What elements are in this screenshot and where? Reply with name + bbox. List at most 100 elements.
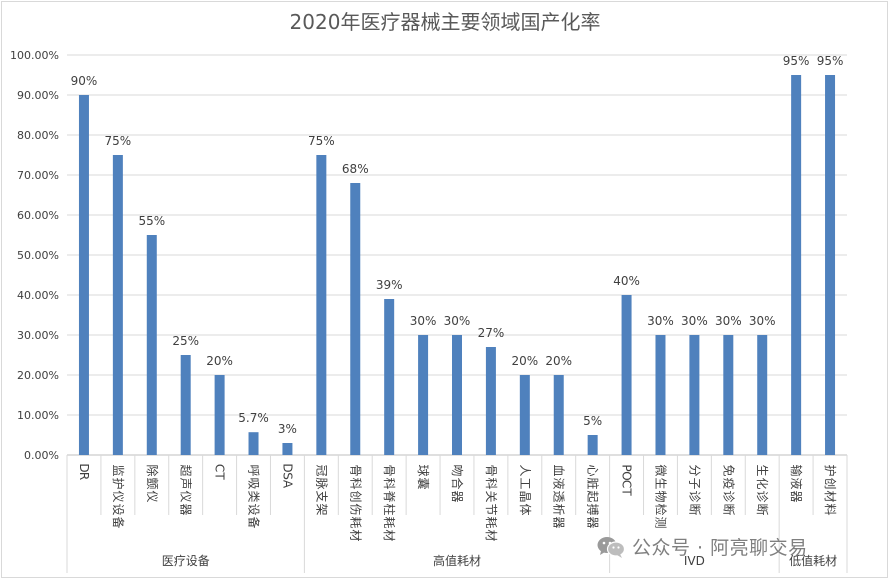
y-tick-label: 50.00% — [17, 249, 59, 262]
svg-text:心: 心 — [586, 464, 600, 476]
svg-text:耗: 耗 — [484, 516, 498, 528]
svg-text:T: T — [620, 487, 634, 496]
svg-text:诊: 诊 — [687, 490, 701, 502]
y-axis-ticks: 0.00% 10.00% 20.00% 30.00% 40.00% 50.00% 60.00… — [10, 49, 59, 462]
svg-text:器: 器 — [450, 490, 464, 502]
bar — [689, 335, 700, 455]
svg-text:冠: 冠 — [314, 464, 328, 476]
bar — [553, 375, 564, 455]
watermark: 公众号 · 阿亮聊交易 — [596, 533, 808, 560]
svg-text:关: 关 — [484, 490, 498, 502]
svg-text:备: 备 — [247, 516, 261, 528]
svg-text:骨: 骨 — [484, 464, 498, 476]
svg-text:球: 球 — [416, 464, 430, 476]
svg-text:体: 体 — [518, 503, 532, 515]
data-label: 20% — [545, 354, 572, 368]
svg-text:骨: 骨 — [348, 464, 362, 476]
svg-text:仪: 仪 — [111, 490, 125, 502]
svg-text:仪: 仪 — [179, 490, 193, 502]
svg-text:吻: 吻 — [450, 464, 464, 476]
svg-text:设: 设 — [247, 503, 261, 515]
y-tick-label: 60.00% — [17, 209, 59, 222]
svg-text:材: 材 — [484, 529, 498, 541]
svg-text:S: S — [280, 472, 294, 480]
svg-text:C: C — [620, 480, 634, 488]
x-category-label: 吻合器 — [450, 464, 465, 502]
svg-text:分: 分 — [687, 464, 701, 476]
bar — [791, 75, 802, 455]
x-category-label: DR — [77, 463, 91, 480]
data-label: 27% — [478, 326, 505, 340]
svg-text:科: 科 — [382, 477, 396, 489]
svg-text:耗: 耗 — [382, 516, 396, 528]
svg-text:科: 科 — [348, 477, 362, 489]
svg-text:T: T — [213, 471, 227, 480]
svg-text:材: 材 — [348, 529, 362, 541]
svg-text:合: 合 — [450, 477, 465, 489]
bar — [180, 355, 191, 455]
bar — [452, 335, 462, 455]
svg-text:搏: 搏 — [586, 503, 600, 515]
group-label: 低值耗材 — [789, 553, 837, 568]
group-label: 高值耗材 — [433, 553, 481, 568]
svg-text:透: 透 — [552, 490, 566, 502]
data-label: 39% — [376, 278, 403, 292]
data-label: 75% — [308, 134, 335, 148]
svg-text:疫: 疫 — [721, 477, 736, 489]
data-label: 30% — [444, 314, 471, 328]
x-category-label: 输液器 — [789, 464, 804, 502]
x-axis-groups: 医疗设备 高值耗材 IVD 低值耗材 — [66, 515, 848, 573]
svg-text:输: 输 — [789, 464, 804, 476]
y-tick-label: 30.00% — [17, 329, 59, 342]
svg-text:器: 器 — [552, 516, 566, 528]
svg-text:诊: 诊 — [721, 490, 735, 502]
bar — [485, 347, 496, 455]
svg-text:创: 创 — [348, 490, 362, 502]
svg-text:料: 料 — [823, 503, 837, 515]
svg-text:人: 人 — [518, 464, 532, 476]
data-label: 90% — [71, 74, 98, 88]
y-tick-label: 10.00% — [17, 409, 59, 422]
svg-text:子: 子 — [687, 477, 701, 489]
svg-text:囊: 囊 — [416, 477, 431, 489]
svg-text:颤: 颤 — [145, 477, 159, 489]
bar — [587, 435, 598, 455]
bar — [112, 155, 123, 455]
y-tick-label: 80.00% — [17, 129, 59, 142]
data-label: 95% — [817, 54, 844, 68]
svg-text:R: R — [77, 472, 91, 480]
svg-text:架: 架 — [314, 503, 328, 515]
bar — [214, 375, 225, 455]
svg-text:呼: 呼 — [247, 464, 261, 476]
svg-text:析: 析 — [552, 503, 566, 515]
bar — [282, 443, 293, 455]
svg-text:工: 工 — [518, 477, 532, 489]
y-tick-label: 90.00% — [17, 89, 59, 102]
bar — [248, 432, 259, 455]
data-label: 30% — [681, 314, 708, 328]
bar — [78, 95, 89, 455]
svg-text:创: 创 — [823, 477, 837, 489]
svg-text:器: 器 — [586, 516, 600, 528]
svg-text:伤: 伤 — [348, 503, 362, 515]
data-label: 20% — [511, 354, 538, 368]
svg-text:检: 检 — [653, 503, 668, 515]
svg-text:生: 生 — [755, 464, 769, 476]
x-category-label: 除颤仪 — [145, 464, 160, 502]
svg-text:微: 微 — [653, 464, 667, 476]
bar — [519, 375, 530, 455]
x-category-label: 球囊 — [416, 464, 431, 489]
bar — [825, 75, 836, 455]
bars — [78, 75, 836, 455]
